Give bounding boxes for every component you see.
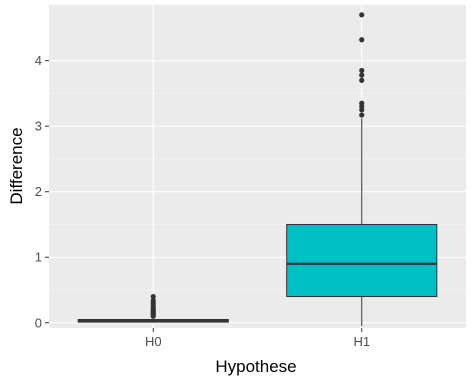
x-tick-label: H0 <box>145 334 162 349</box>
outlier-point <box>359 67 365 74</box>
outlier-point <box>359 100 365 106</box>
y-tick-label: 4 <box>35 53 42 68</box>
axes: 0 1 2 3 4 H0 H1 <box>35 53 370 349</box>
outlier-point <box>359 72 365 78</box>
box-h1 <box>286 12 438 327</box>
boxes <box>77 12 438 327</box>
box-h0 <box>77 293 229 323</box>
outlier-point <box>150 297 156 304</box>
y-tick-label: 0 <box>35 315 42 330</box>
x-axis-title: Hypothese <box>215 357 296 376</box>
outlier-point <box>359 37 365 43</box>
iqr-box <box>286 223 438 298</box>
y-tick-label: 1 <box>35 250 42 265</box>
outlier-point <box>359 77 365 83</box>
y-tick-label: 2 <box>35 184 42 199</box>
outlier-point <box>359 12 365 18</box>
x-tick-label: H1 <box>353 334 370 349</box>
outlier-point <box>359 112 365 118</box>
y-tick-label: 3 <box>35 119 42 134</box>
outlier-point <box>150 293 156 300</box>
y-axis-title: Difference <box>7 127 26 204</box>
